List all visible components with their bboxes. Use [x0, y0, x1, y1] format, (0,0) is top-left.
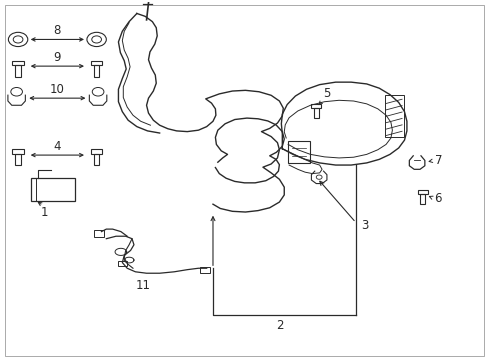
Bar: [15, 154, 21, 166]
Text: 10: 10: [50, 83, 64, 96]
Bar: [200, 267, 209, 273]
Text: 5: 5: [323, 87, 330, 100]
Text: 7: 7: [434, 154, 441, 167]
Text: 6: 6: [434, 192, 441, 205]
Bar: [310, 104, 321, 108]
Bar: [420, 194, 425, 204]
Bar: [287, 141, 309, 163]
Bar: [417, 189, 427, 194]
Text: 4: 4: [54, 140, 61, 153]
Bar: [118, 261, 126, 266]
Bar: [94, 230, 104, 237]
Bar: [313, 108, 318, 118]
Bar: [94, 65, 99, 77]
Bar: [385, 95, 403, 137]
Text: 9: 9: [54, 51, 61, 64]
Bar: [12, 60, 24, 65]
Bar: [31, 178, 75, 201]
Bar: [94, 154, 99, 166]
Text: 11: 11: [135, 279, 150, 292]
Bar: [91, 60, 102, 65]
Bar: [15, 65, 21, 77]
Bar: [12, 149, 24, 154]
Bar: [91, 149, 102, 154]
Text: 8: 8: [54, 24, 61, 37]
Text: 1: 1: [41, 206, 48, 219]
Text: 3: 3: [360, 219, 367, 232]
Text: 2: 2: [275, 319, 283, 333]
